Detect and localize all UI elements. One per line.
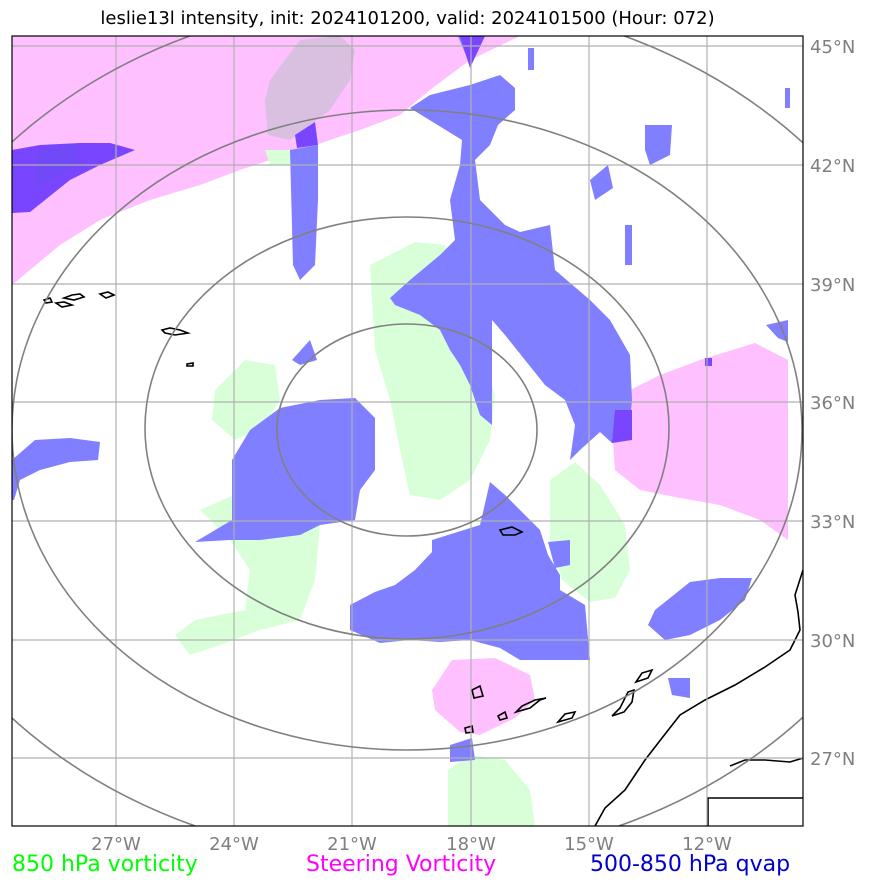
latitude-tick-label: 39°N — [810, 275, 855, 296]
longitude-tick-label: 21°W — [327, 834, 377, 855]
longitude-tick-label: 24°W — [209, 834, 259, 855]
longitude-tick-label: 15°W — [564, 834, 614, 855]
longitude-tick-label: 18°W — [446, 834, 496, 855]
latitude-tick-label: 45°N — [810, 37, 855, 58]
legend-850-vorticity: 850 hPa vorticity — [12, 852, 198, 877]
latitude-tick-label: 42°N — [810, 156, 855, 177]
longitude-ticks: 27°W 24°W 21°W 18°W 15°W 12°W — [91, 834, 732, 855]
map-frame — [11, 35, 804, 827]
range-rings — [12, 36, 803, 826]
map-title: leslie13l intensity, init: 2024101200, v… — [100, 8, 715, 29]
range-ring — [276, 323, 538, 537]
latitude-tick-label: 27°N — [810, 749, 855, 770]
range-ring — [144, 216, 670, 640]
latitude-tick-label: 36°N — [810, 393, 855, 414]
latitude-tick-label: 33°N — [810, 512, 855, 533]
overlap-region — [265, 36, 355, 140]
range-ring — [12, 109, 803, 751]
latitude-tick-label: 30°N — [810, 631, 855, 652]
longitude-tick-label: 12°W — [682, 834, 732, 855]
legend-steering-vorticity: Steering Vorticity — [306, 852, 497, 877]
qvap-regions — [12, 36, 790, 762]
coastlines — [42, 291, 803, 826]
latitude-ticks: 45°N 42°N 39°N 36°N 33°N 30°N 27°N — [810, 37, 855, 770]
legend-qvap: 500-850 hPa qvap — [590, 852, 791, 877]
graticule — [12, 36, 803, 826]
longitude-tick-label: 27°W — [91, 834, 141, 855]
